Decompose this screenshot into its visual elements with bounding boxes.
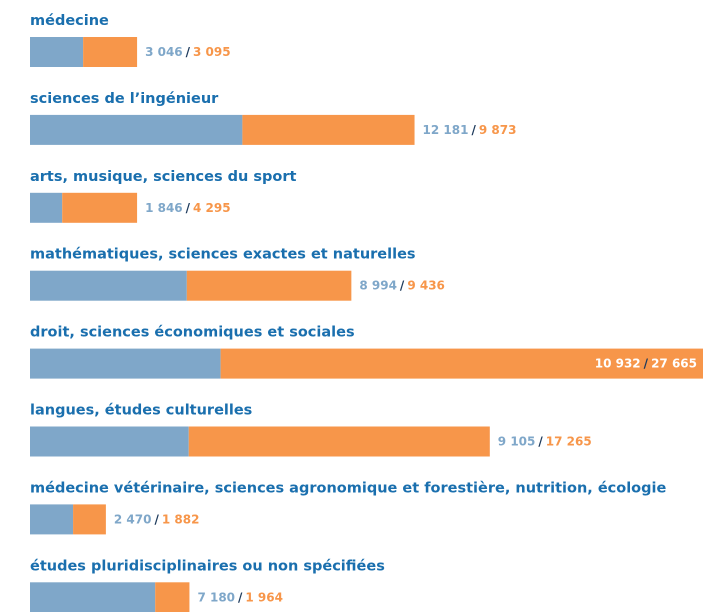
value-first: 3 046 (145, 45, 183, 59)
value-first: 10 932 (595, 357, 641, 371)
bar-segment (83, 37, 138, 67)
separator: / (186, 201, 191, 215)
bar-segment (155, 582, 190, 612)
bar-segment (62, 192, 138, 223)
value-label: 7 180/1 964 (197, 590, 283, 604)
value-first: 2 470 (114, 512, 152, 526)
bar-segment (30, 426, 189, 457)
bar-segment (30, 582, 156, 612)
bar-segment (188, 426, 490, 457)
bar-segment (30, 270, 187, 301)
bar-segment (30, 504, 74, 535)
value-label: 8 994/9 436 (359, 279, 445, 293)
separator: / (471, 123, 476, 137)
category-label: médecine (30, 13, 109, 29)
bar-segment (30, 348, 221, 379)
separator: / (186, 45, 191, 59)
value-second: 9 436 (407, 279, 445, 293)
value-second: 17 265 (546, 435, 592, 449)
value-label: 3 046/3 095 (145, 45, 231, 59)
value-label: 10 932/27 665 (595, 357, 697, 371)
value-first: 1 846 (145, 201, 183, 215)
bar-segment (30, 37, 84, 67)
value-label: 12 181/9 873 (423, 123, 517, 137)
separator: / (538, 435, 543, 449)
value-second: 27 665 (651, 357, 697, 371)
value-second: 9 873 (479, 123, 517, 137)
value-label: 1 846/4 295 (145, 201, 231, 215)
category-label: langues, études culturelles (30, 403, 252, 419)
value-first: 12 181 (423, 123, 469, 137)
value-second: 4 295 (193, 201, 231, 215)
category-label: études pluridisciplinaires ou non spécif… (30, 558, 385, 574)
category-label: médecine vétérinaire, sciences agronomiq… (30, 480, 666, 496)
value-first: 7 180 (197, 590, 235, 604)
bar-segment (30, 114, 243, 145)
separator: / (154, 512, 159, 526)
value-second: 1 882 (162, 512, 200, 526)
category-label: arts, musique, sciences du sport (30, 169, 297, 185)
value-label: 2 470/1 882 (114, 512, 200, 526)
category-label: mathématiques, sciences exactes et natur… (30, 247, 416, 263)
value-second: 3 095 (193, 45, 231, 59)
bar-segment (220, 348, 703, 379)
bar-segment (30, 192, 63, 223)
bar-segment (73, 504, 106, 535)
value-first: 8 994 (359, 279, 397, 293)
bar-segment (186, 270, 352, 301)
category-label: droit, sciences économiques et sociales (30, 325, 355, 341)
value-first: 9 105 (498, 435, 536, 449)
separator: / (238, 590, 243, 604)
value-second: 1 964 (245, 590, 283, 604)
bar-segment (242, 114, 415, 145)
separator: / (400, 279, 405, 293)
separator: / (644, 357, 649, 371)
value-label: 9 105/17 265 (498, 435, 592, 449)
category-label: sciences de l’ingénieur (30, 91, 219, 107)
